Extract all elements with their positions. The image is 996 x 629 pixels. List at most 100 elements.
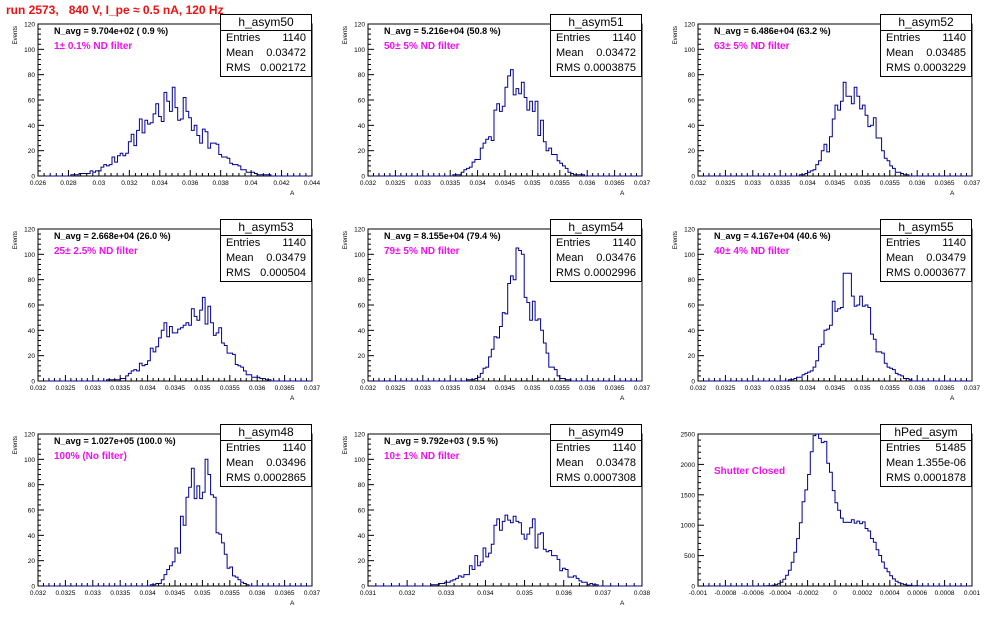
x-axis-title: A <box>950 395 955 402</box>
stats-entries-label: Entries <box>886 32 921 44</box>
stats-rms-label: RMS <box>886 62 911 74</box>
stats-box: h_asym55 Entries 1140 Mean 0.03479 RMS 0.00036… <box>880 219 972 282</box>
x-tick-label: 0.0345 <box>165 385 185 392</box>
x-tick-label: 0.0335 <box>770 180 790 187</box>
stats-mean-value: 0.03485 <box>926 47 966 59</box>
x-tick-label: 0.036 <box>909 385 926 392</box>
x-tick-label: 0.035 <box>516 590 533 597</box>
stats-mean-label: Mean <box>226 252 254 264</box>
x-tick-label: 0.0365 <box>935 385 955 392</box>
stats-entries-value: 51485 <box>935 442 966 454</box>
histogram-panel: 0.032 0.0325 0.033 0.0335 0.034 0.0345 0.035 0.… <box>664 14 994 219</box>
stats-mean-label: Mean <box>886 457 914 469</box>
histogram-panel: 0.032 0.0325 0.033 0.0335 0.034 0.0345 0.035 0.… <box>4 219 334 424</box>
stats-rms-value: 0.0003875 <box>584 62 636 74</box>
x-tick-label: 0.0355 <box>880 180 900 187</box>
n-avg-label: N_avg = 4.167e+04 (40.6 %) <box>714 231 831 241</box>
stats-row-mean: Mean 0.03472 <box>221 46 311 61</box>
stats-row-entries: Entries 1140 <box>551 31 641 46</box>
y-tick-label: 40 <box>28 533 36 540</box>
x-tick-label: -0.0008 <box>714 590 736 597</box>
x-tick-label: 0.03 <box>93 180 106 187</box>
stats-row-rms: RMS 0.0003677 <box>881 266 971 281</box>
x-tick-label: 0.037 <box>634 385 651 392</box>
stats-entries-value: 1140 <box>942 32 966 44</box>
filter-label: 10± 1% ND filter <box>384 451 460 462</box>
x-tick-label: 0.031 <box>360 590 377 597</box>
x-tick-label: 0.0365 <box>605 180 625 187</box>
n-avg-label: N_avg = 2.668e+04 (26.0 %) <box>54 231 171 241</box>
histogram-name: h_asym48 <box>221 425 311 441</box>
x-tick-label: 0.034 <box>469 180 486 187</box>
x-tick-label: 0.032 <box>690 385 707 392</box>
histogram-name: hPed_asym <box>881 425 971 441</box>
x-tick-label: 0.034 <box>469 385 486 392</box>
n-avg-label: N_avg = 6.486e+04 (63.2 %) <box>714 26 831 36</box>
y-tick-label: 20 <box>358 558 366 565</box>
histogram-line <box>38 296 312 382</box>
x-tick-label: 0.0335 <box>440 180 460 187</box>
stats-row-mean: Mean 1.355e-06 <box>881 456 971 471</box>
stats-entries-value: 1140 <box>282 442 306 454</box>
n-avg-label: N_avg = 9.792e+03 ( 9.5 %) <box>384 436 499 446</box>
histogram-panel: -0.001 -0.0008 -0.0006 -0.0004 -0.0002 0 0.000… <box>664 424 994 629</box>
stats-mean-value: 0.03479 <box>266 252 306 264</box>
x-tick-label: -0.0006 <box>742 590 764 597</box>
y-tick-label: 0 <box>361 584 365 591</box>
x-tick-label: 0.0006 <box>907 590 927 597</box>
x-tick-label: 0.033 <box>415 385 432 392</box>
y-tick-label: 60 <box>688 303 696 310</box>
x-tick-label: 0.0325 <box>385 180 405 187</box>
stats-box: h_asym52 Entries 1140 Mean 0.03485 RMS 0.00032… <box>880 14 972 77</box>
x-tick-label: 0.035 <box>524 180 541 187</box>
x-tick-label: 0.0335 <box>770 385 790 392</box>
histogram-name: h_asym51 <box>551 15 641 31</box>
y-tick-label: 0 <box>31 379 35 386</box>
n-avg-label: N_avg = 9.704e+02 ( 0.9 %) <box>54 26 169 36</box>
x-tick-label: 0.0345 <box>495 180 515 187</box>
x-tick-label: 0.0325 <box>385 385 405 392</box>
x-tick-label: 0.035 <box>854 180 871 187</box>
x-tick-label: 0.033 <box>415 180 432 187</box>
stats-box: h_asym49 Entries 1140 Mean 0.03478 RMS 0.00073… <box>550 424 642 487</box>
stats-entries-label: Entries <box>556 237 591 249</box>
x-tick-label: 0.036 <box>579 180 596 187</box>
x-tick-label: 0.035 <box>194 590 211 597</box>
y-tick-label: 20 <box>688 148 696 155</box>
stats-mean-value: 0.03476 <box>596 252 636 264</box>
x-tick-label: 0.0004 <box>880 590 900 597</box>
y-tick-label: 100 <box>354 47 365 54</box>
x-tick-label: 0.037 <box>634 180 651 187</box>
stats-entries-label: Entries <box>226 32 261 44</box>
stats-rms-value: 0.0002865 <box>254 472 306 484</box>
page-title: run 2573, 840 V, I_pe ≈ 0.5 nA, 120 Hz <box>6 3 224 17</box>
y-tick-label: 100 <box>24 252 35 259</box>
stats-rms-value: 0.002172 <box>260 62 306 74</box>
stats-mean-label: Mean <box>556 457 584 469</box>
histogram-line <box>698 272 972 382</box>
stats-rms-label: RMS <box>556 472 581 484</box>
x-tick-label: -0.0002 <box>797 590 819 597</box>
y-tick-label: 20 <box>28 558 36 565</box>
x-axis-title: A <box>950 190 955 197</box>
x-tick-label: 0.0325 <box>715 180 735 187</box>
y-tick-label: 40 <box>358 123 366 130</box>
x-tick-label: 0.028 <box>60 180 77 187</box>
y-tick-label: 100 <box>354 252 365 259</box>
stats-row-mean: Mean 0.03472 <box>551 46 641 61</box>
stats-mean-value: 0.03478 <box>596 457 636 469</box>
x-tick-label: 0.038 <box>634 590 651 597</box>
stats-row-entries: Entries 1140 <box>221 236 311 251</box>
filter-label: 63± 5% ND filter <box>714 41 790 52</box>
y-tick-label: 500 <box>684 553 695 560</box>
x-tick-label: 0.0355 <box>220 385 240 392</box>
x-tick-label: 0.032 <box>360 180 377 187</box>
x-tick-label: 0.033 <box>85 385 102 392</box>
x-tick-label: 0.032 <box>399 590 416 597</box>
stats-mean-value: 0.03496 <box>266 457 306 469</box>
x-tick-label: 0.0345 <box>495 385 515 392</box>
y-tick-label: 20 <box>358 148 366 155</box>
x-tick-label: 0.0325 <box>715 385 735 392</box>
stats-row-entries: Entries 1140 <box>221 441 311 456</box>
x-tick-label: 0.0345 <box>165 590 185 597</box>
